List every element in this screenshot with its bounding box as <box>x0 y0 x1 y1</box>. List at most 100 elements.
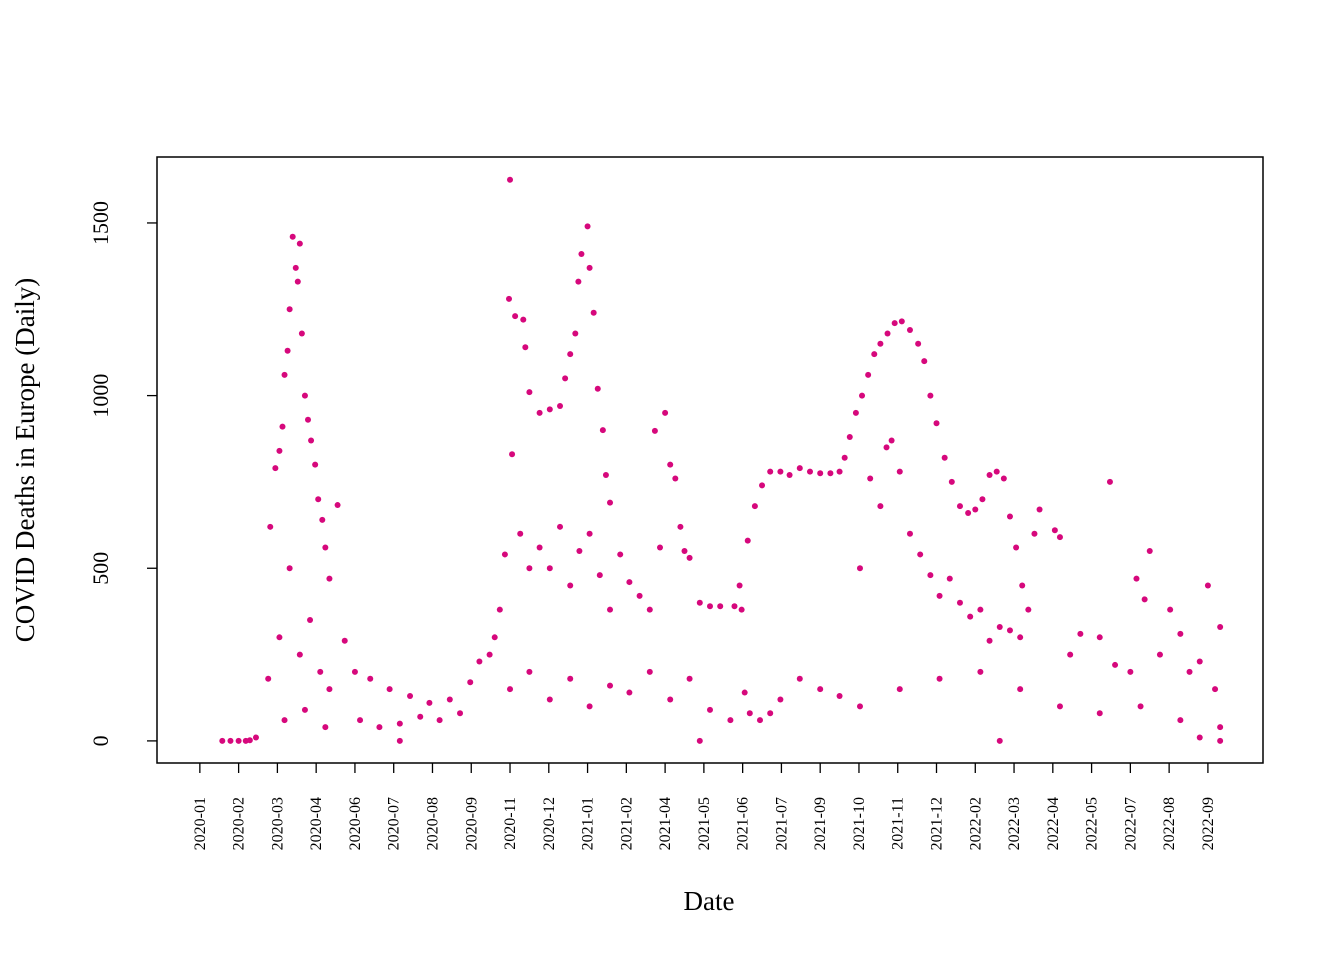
point <box>927 392 934 399</box>
point <box>491 634 498 641</box>
plot-frame <box>156 156 1264 764</box>
point <box>915 340 922 347</box>
point <box>1217 623 1224 630</box>
point <box>517 530 524 537</box>
point <box>852 409 859 416</box>
x-tick-label: 2022-07 <box>1122 797 1139 850</box>
y-tick-label: 1500 <box>88 201 113 245</box>
point <box>312 461 319 468</box>
point <box>1000 475 1007 482</box>
point <box>322 724 329 731</box>
point <box>827 470 834 477</box>
point <box>1096 710 1103 717</box>
point <box>586 530 593 537</box>
x-tick-label: 2021-09 <box>812 797 829 850</box>
point <box>308 437 315 444</box>
point <box>681 547 688 554</box>
point <box>567 675 574 682</box>
point <box>617 551 624 558</box>
x-tick-label: 2020-02 <box>231 797 248 850</box>
point <box>546 696 553 703</box>
point <box>686 554 693 561</box>
point <box>767 710 774 717</box>
point <box>836 693 843 700</box>
point <box>856 565 863 572</box>
point <box>1217 724 1224 731</box>
point <box>599 427 606 434</box>
point <box>1196 658 1203 665</box>
point <box>667 696 674 703</box>
point <box>536 409 543 416</box>
point <box>1017 634 1024 641</box>
point <box>777 696 784 703</box>
point <box>786 472 793 479</box>
point <box>696 737 703 744</box>
x-tick-label: 2021-07 <box>773 797 790 850</box>
point <box>317 668 324 675</box>
point <box>235 737 242 744</box>
point <box>501 551 508 558</box>
point <box>567 582 574 589</box>
point <box>686 675 693 682</box>
point <box>296 240 303 247</box>
point <box>476 658 483 665</box>
point <box>536 544 543 551</box>
point <box>746 710 753 717</box>
point <box>662 409 669 416</box>
point <box>996 623 1003 630</box>
point <box>1019 582 1026 589</box>
point <box>607 499 614 506</box>
point <box>590 309 597 316</box>
point <box>917 551 924 558</box>
point <box>526 389 533 396</box>
point <box>246 737 253 744</box>
x-tick-label: 2022-02 <box>967 797 984 850</box>
point <box>1146 547 1153 554</box>
point <box>298 330 305 337</box>
point <box>1106 478 1113 485</box>
point <box>602 472 609 479</box>
point <box>891 320 898 327</box>
point <box>759 482 766 489</box>
point <box>396 737 403 744</box>
point <box>1017 686 1024 693</box>
point <box>1112 661 1119 668</box>
plot-points <box>219 176 1224 744</box>
point <box>467 679 474 686</box>
point <box>509 451 516 458</box>
point <box>977 668 984 675</box>
point <box>836 468 843 475</box>
point <box>1186 668 1193 675</box>
point <box>646 606 653 613</box>
point <box>407 693 414 700</box>
point <box>446 696 453 703</box>
point <box>265 675 272 682</box>
point <box>896 686 903 693</box>
point <box>522 344 529 351</box>
point <box>507 686 514 693</box>
point <box>906 530 913 537</box>
x-tick-label: 2021-12 <box>929 797 946 850</box>
x-tick-label: 2022-03 <box>1006 797 1023 850</box>
point <box>281 717 288 724</box>
point <box>967 613 974 620</box>
point <box>1156 651 1163 658</box>
point <box>796 675 803 682</box>
point <box>657 544 664 551</box>
point <box>305 416 312 423</box>
point <box>1127 668 1134 675</box>
point <box>883 444 890 451</box>
point <box>941 454 948 461</box>
point <box>315 496 322 503</box>
point <box>996 737 1003 744</box>
point <box>707 603 713 610</box>
point <box>351 668 358 675</box>
point <box>888 437 895 444</box>
point <box>677 523 684 530</box>
point <box>227 737 234 744</box>
point <box>562 375 569 382</box>
point <box>526 565 533 572</box>
point <box>672 475 679 482</box>
point <box>956 503 963 510</box>
